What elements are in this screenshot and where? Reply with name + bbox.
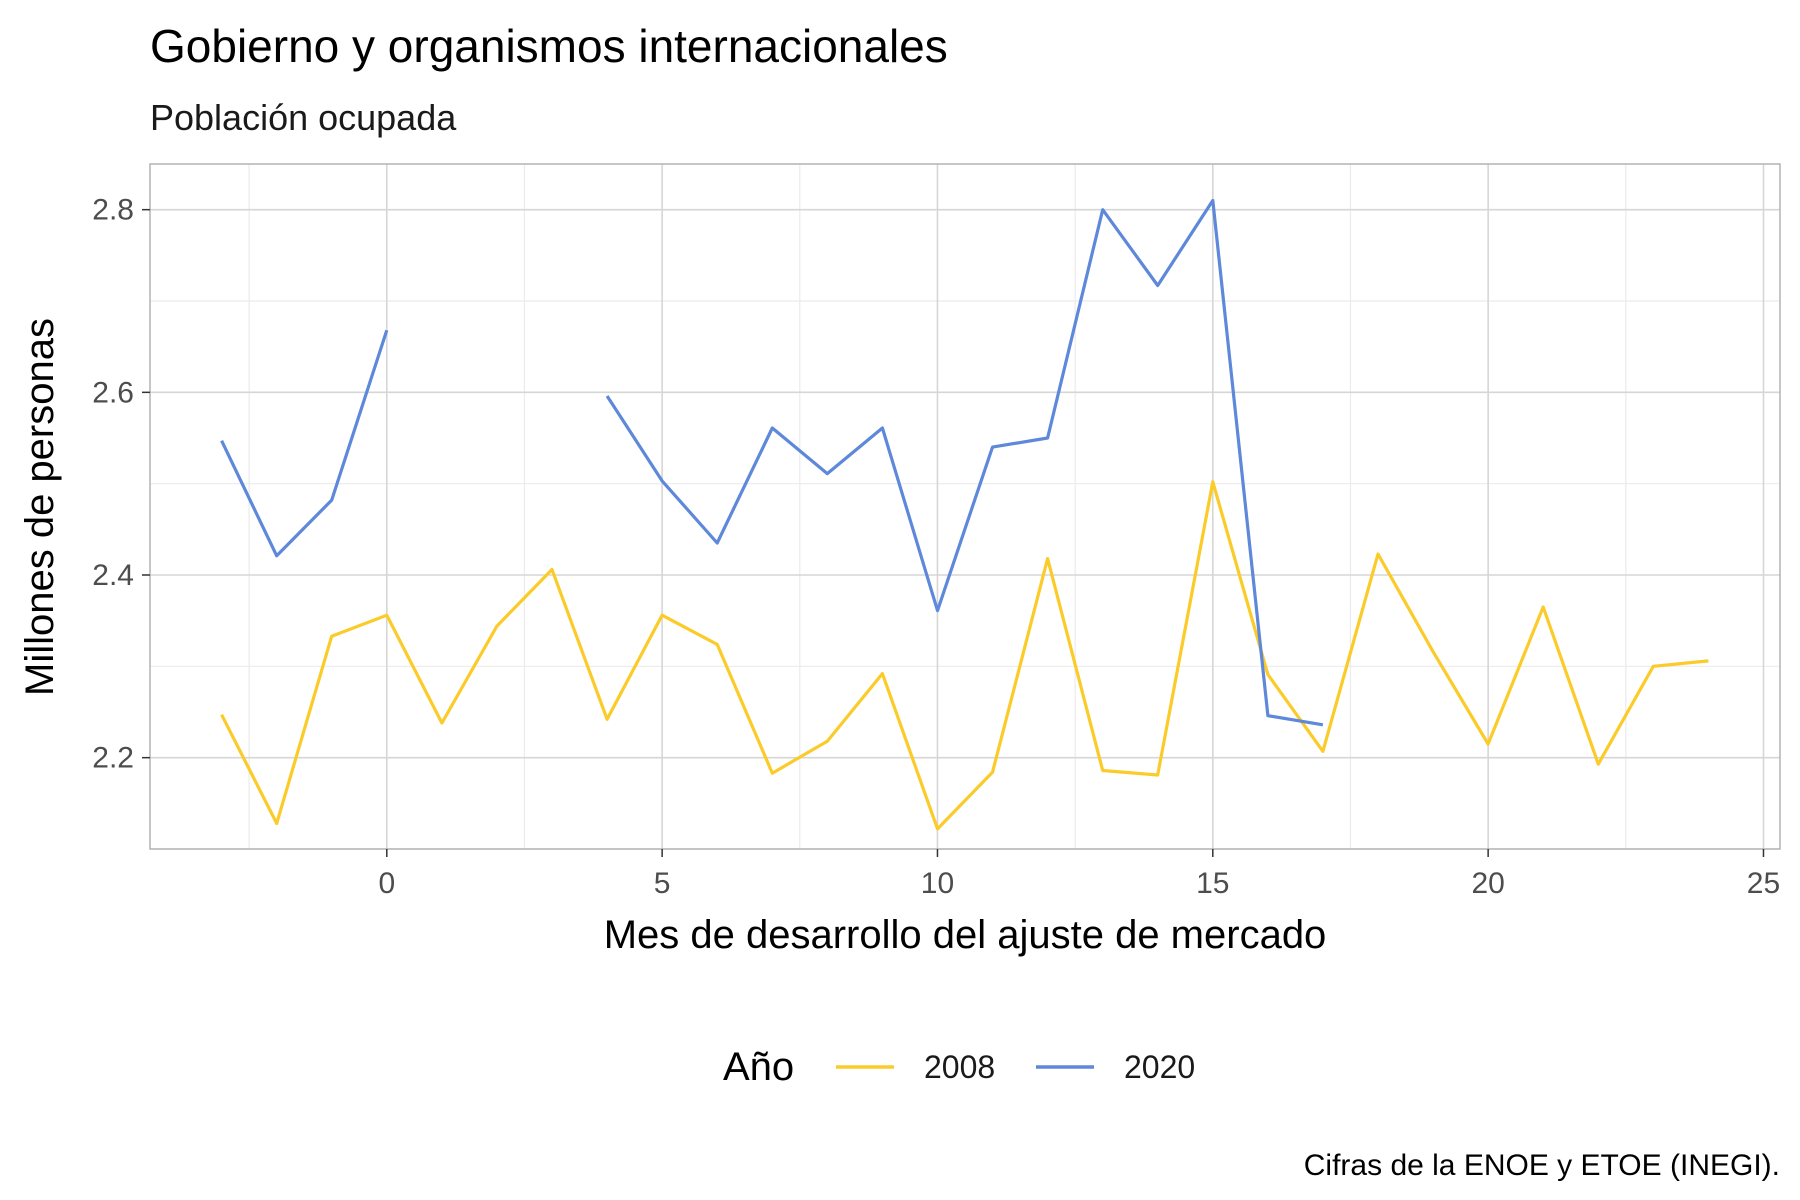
y-tick-label: 2.2 [92,742,134,775]
x-axis-label: Mes de desarrollo del ajuste de mercado [604,913,1327,957]
major-gridlines [150,164,1780,849]
chart-subtitle: Población ocupada [150,97,457,138]
y-axis-label: Millones de personas [18,318,62,696]
x-tick-label: 15 [1196,867,1229,900]
legend-label-2008: 2008 [924,1049,995,1085]
chart-caption: Cifras de la ENOE y ETOE (INEGI). [1304,1149,1780,1182]
legend-label-2020: 2020 [1124,1049,1195,1085]
y-tick-label: 2.6 [92,376,134,409]
y-tick-label: 2.4 [92,559,134,592]
x-tick-label: 10 [921,867,954,900]
y-axis: 2.2 2.4 2.6 2.8 [92,194,150,775]
x-tick-label: 20 [1471,867,1504,900]
legend: Año 2008 2020 [723,1045,1195,1089]
x-axis: 0 5 10 15 20 25 [378,849,1780,900]
x-tick-label: 5 [654,867,671,900]
series-line-2008 [220,480,1709,831]
plot-panel [150,164,1780,849]
series-line-2020 [220,198,1324,727]
y-tick-label: 2.8 [92,194,134,227]
x-tick-label: 25 [1747,867,1780,900]
series-layer [220,198,1709,831]
chart-title: Gobierno y organismos internacionales [150,20,948,72]
plot-border [149,163,1781,850]
legend-title: Año [723,1045,794,1089]
x-tick-label: 0 [378,867,395,900]
